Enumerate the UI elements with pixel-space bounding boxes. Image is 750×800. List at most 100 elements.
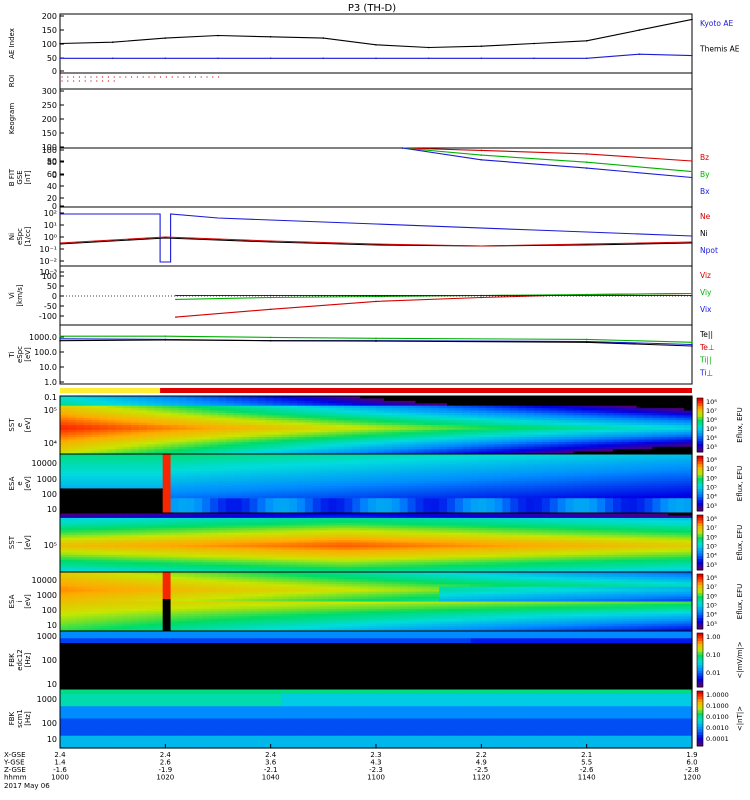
spectrogram-cell xyxy=(312,481,322,485)
spectrogram-cell xyxy=(115,476,124,480)
spectrogram-cell xyxy=(565,478,575,482)
spectrogram-cell xyxy=(146,396,156,400)
spectrogram-cell xyxy=(202,498,211,502)
colorbar-step xyxy=(697,446,703,450)
spectrogram-cell xyxy=(383,434,393,438)
spectrogram-cell xyxy=(249,483,259,487)
spectrogram-cell xyxy=(178,554,187,558)
spectrogram-cell xyxy=(668,398,677,402)
spectrogram-cell xyxy=(162,451,172,455)
spectrogram-cell xyxy=(99,490,108,494)
spectrogram-cell xyxy=(415,463,424,467)
spectrogram-cell xyxy=(67,500,77,504)
spectrogram-cell xyxy=(233,473,243,477)
spectrogram-cell xyxy=(415,439,424,443)
ylabel-line: eSpc xyxy=(16,228,24,245)
spectrogram-cell xyxy=(131,473,140,477)
spectrogram-cell xyxy=(154,569,164,573)
spectrogram-cell xyxy=(91,544,101,549)
spectrogram-cell xyxy=(154,429,164,433)
spectrogram-cell xyxy=(60,564,69,568)
spectrogram-cell xyxy=(202,525,211,529)
spectrogram-cell xyxy=(407,493,417,497)
spectrogram-cell xyxy=(75,415,85,419)
spectrogram-cell xyxy=(304,422,314,426)
spectrogram-cell xyxy=(676,398,685,402)
series-point xyxy=(691,292,693,295)
spectrogram-cell xyxy=(281,417,290,421)
spectrogram-cell xyxy=(565,446,575,450)
spectrogram-cell xyxy=(289,427,298,431)
spectrogram-cell xyxy=(99,458,108,462)
spectrogram-cell xyxy=(620,485,630,490)
spectrogram-cell xyxy=(510,451,519,455)
spectrogram-cell xyxy=(494,444,503,448)
spectrogram-cell xyxy=(620,408,630,412)
spectrogram-cell xyxy=(257,432,266,436)
spectrogram-cell xyxy=(636,454,646,458)
spectrogram-cell xyxy=(455,481,464,485)
spectrogram-cell xyxy=(676,503,685,507)
spectrogram-cell xyxy=(447,456,456,460)
spectrogram-cell xyxy=(557,437,567,441)
spectrogram-cell xyxy=(75,515,85,519)
spectrogram-cell xyxy=(107,481,116,485)
spectrogram-cell xyxy=(75,554,85,558)
spectrogram-cell xyxy=(273,510,282,514)
spectrogram-cell xyxy=(91,468,101,472)
spectrogram-cell xyxy=(344,434,353,438)
spectrogram-cell xyxy=(439,490,448,494)
spectrogram-cell xyxy=(225,405,235,409)
spectrogram-cell xyxy=(652,400,661,404)
spectrogram-cell xyxy=(455,403,464,407)
spectrogram-cell xyxy=(660,451,669,455)
spectrogram-cell xyxy=(154,513,164,517)
spectrogram-cell xyxy=(107,493,116,497)
spectrogram-cell xyxy=(383,493,393,497)
spectrogram-cell xyxy=(186,458,195,462)
spectrogram-cell xyxy=(423,415,432,419)
spectrogram-cell xyxy=(123,500,132,504)
spectrogram-cell xyxy=(328,498,338,502)
spectrogram-cell xyxy=(360,456,369,460)
spectrogram-cell xyxy=(225,510,235,514)
spectrogram-cell xyxy=(241,412,251,416)
spectrogram-cell xyxy=(423,485,432,490)
spectrogram-cell xyxy=(628,451,638,455)
spectrogram-cell xyxy=(75,552,85,556)
spectrogram-cell xyxy=(455,463,464,467)
spectrogram-cell xyxy=(376,490,385,494)
spectrogram-cell xyxy=(581,415,590,419)
spectrogram-cell xyxy=(455,476,464,480)
spectrogram-cell xyxy=(75,525,85,529)
spectrogram-cell xyxy=(154,525,164,529)
spectrogram-cell xyxy=(328,483,338,487)
spectrogram-cell xyxy=(407,466,417,470)
spectrogram-cell xyxy=(415,405,424,409)
spectrogram-cell xyxy=(383,422,393,426)
spectrogram-cell xyxy=(60,454,69,458)
spectrogram-cell xyxy=(383,415,393,419)
spectrogram-cell xyxy=(178,441,187,445)
spectrogram-cell xyxy=(194,481,203,485)
spectrogram-cell xyxy=(249,444,259,448)
series-point xyxy=(480,159,483,161)
spectrogram-cell xyxy=(233,493,243,497)
spectrogram-cell xyxy=(75,513,85,517)
spectrogram-cell xyxy=(336,444,345,448)
spectrogram-cell xyxy=(202,468,211,472)
spectrogram-cell xyxy=(470,425,480,429)
spectrogram-cell xyxy=(605,468,614,472)
spectrogram-cell xyxy=(502,444,511,448)
spectrogram-cell xyxy=(352,451,361,455)
spectrogram-cell xyxy=(636,427,646,431)
spectrogram-cell xyxy=(91,481,101,485)
spectrogram-cell xyxy=(360,451,369,455)
spectrogram-cell xyxy=(549,466,559,470)
spectrogram-cell xyxy=(281,412,290,416)
roi-mark xyxy=(84,80,86,82)
spectrogram-cell xyxy=(360,432,369,436)
spectrogram-cell xyxy=(352,449,361,453)
spectrogram-cell xyxy=(249,505,259,509)
spectrogram-cell xyxy=(352,473,361,477)
